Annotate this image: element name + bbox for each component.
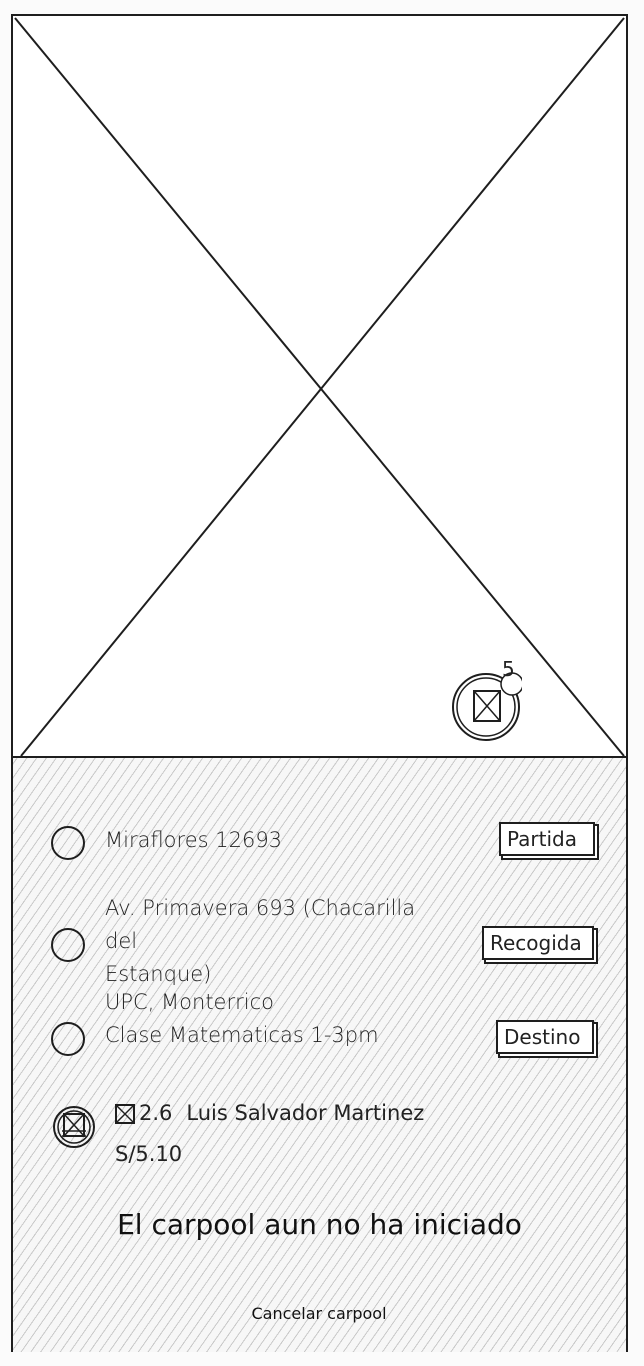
route-stop-pickup: Av. Primavera 693 (Chacarilla del Estanq… bbox=[13, 892, 626, 986]
stop-address: Av. Primavera 693 (Chacarilla del Estanq… bbox=[105, 896, 416, 986]
destination-tag[interactable]: Destino bbox=[496, 1020, 594, 1054]
map-placeholder-cross bbox=[14, 17, 625, 757]
driver-rating: 2.6 bbox=[139, 1101, 173, 1125]
stop-address: Miraflores 12693 bbox=[105, 828, 283, 852]
stop-marker-icon bbox=[51, 1022, 85, 1056]
stop-marker-icon bbox=[51, 928, 85, 962]
marker-pin-icon bbox=[452, 672, 524, 741]
carpool-status-message: El carpool aun no ha iniciado bbox=[117, 1208, 522, 1241]
stop-address: UPC, Monterrico Clase Matematicas 1-3pm bbox=[105, 990, 379, 1047]
stop-marker-icon bbox=[51, 826, 85, 860]
app-frame: 5 Miraflores 12693 Partida Av. Primavera… bbox=[11, 14, 628, 1352]
driver-name: Luis Salvador Martinez bbox=[186, 1101, 425, 1125]
origin-tag[interactable]: Partida bbox=[499, 822, 595, 856]
pickup-tag[interactable]: Recogida bbox=[482, 926, 594, 960]
marker-count-badge: 5 bbox=[502, 657, 515, 681]
driver-summary: 2.6 Luis Salvador Martinez bbox=[115, 1098, 424, 1128]
map-view[interactable]: 5 bbox=[13, 16, 626, 758]
route-stop-origin: Miraflores 12693 Partida bbox=[13, 820, 626, 864]
route-stop-destination: UPC, Monterrico Clase Matematicas 1-3pm … bbox=[13, 986, 626, 1056]
trip-info-panel: Miraflores 12693 Partida Av. Primavera 6… bbox=[13, 758, 626, 1352]
rating-icon bbox=[115, 1104, 135, 1124]
trip-price: S/5.10 bbox=[115, 1142, 183, 1166]
cancel-carpool-button[interactable]: Cancelar carpool bbox=[219, 1304, 419, 1323]
map-marker[interactable]: 5 bbox=[450, 657, 524, 743]
avatar-icon bbox=[53, 1106, 95, 1148]
driver-info[interactable]: 2.6 Luis Salvador Martinez S/5.10 bbox=[13, 1088, 626, 1178]
